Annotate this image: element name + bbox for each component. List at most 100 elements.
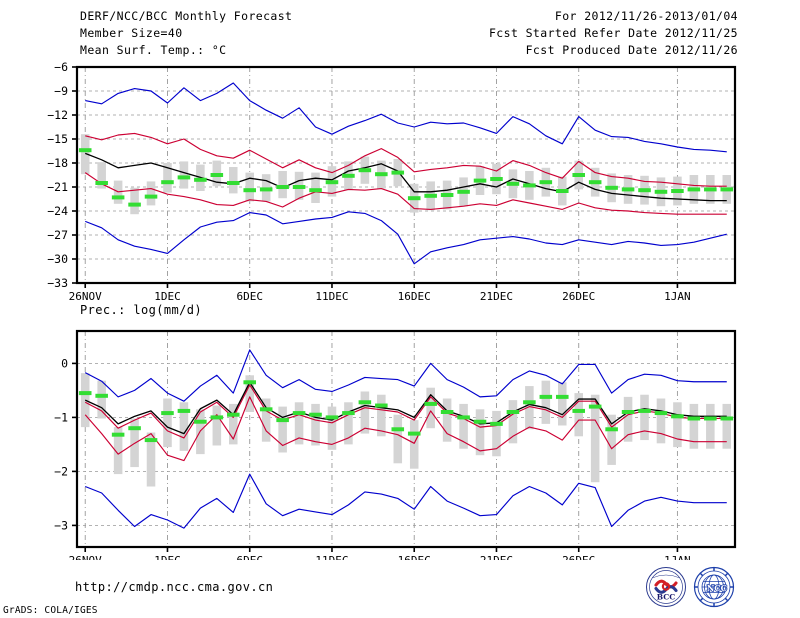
x-tick-label: 16DEC [398,554,431,560]
spread-box [607,414,616,465]
spread-box [311,172,320,203]
x-tick-label: 1DEC [154,290,181,300]
observed-marker [654,411,668,416]
series-line-mean [84,152,727,202]
spread-box [722,403,732,449]
observed-marker [292,411,306,416]
temp-variable-label: Mean Surf. Temp.: °C [80,43,227,57]
observed-marker [473,419,487,424]
observed-marker [128,426,141,431]
observed-marker [523,400,536,405]
observed-marker [506,410,520,414]
series-line-upper_quartile [85,132,727,187]
observed-marker [95,393,108,398]
spread-box [228,167,238,194]
spread-box [508,400,518,444]
observed-marker [177,175,191,180]
spread-box [344,402,353,445]
observed-marker [457,189,470,194]
x-tick-label: 11DEC [315,290,348,300]
x-tick-label: 6DEC [236,290,263,300]
spread-box [525,386,534,430]
temperature-chart: −6−9−12−15−18−21−24−27−30−3326NOV20121DE… [0,0,800,300]
spread-box [179,161,189,189]
spread-box [212,405,222,446]
spread-box [377,394,386,437]
observed-marker [276,418,289,423]
observed-marker [259,187,273,192]
observed-marker [358,400,372,405]
observed-marker [194,177,207,182]
observed-marker [292,185,306,189]
series-line-mean [84,381,727,435]
series-line-upper_quartile [84,384,727,439]
observed-marker [144,438,158,443]
member-size-label: Member Size=40 [80,26,183,40]
observed-marker [407,196,421,201]
observed-marker [572,408,586,413]
spread-box [113,427,123,475]
cmdp-url-label[interactable]: http://cmdp.ncc.cma.gov.cn [75,580,274,594]
svg-text:NCC: NCC [707,583,727,593]
observed-marker [704,416,717,421]
observed-marker [687,187,701,192]
y-tick-label: −33 [47,276,68,290]
observed-marker [473,178,487,183]
series-line-max [84,349,727,402]
observed-marker [358,168,372,173]
spread-box [475,409,485,456]
spread-box [80,134,90,175]
observed-marker [210,415,224,420]
spread-box [228,403,238,445]
series-line-max [85,82,727,153]
y-tick-label: −18 [47,156,68,170]
series-line-lower_quartile [84,172,727,215]
observed-marker [621,410,635,414]
observed-marker [161,180,174,185]
observed-marker [621,187,635,192]
observed-marker [391,170,405,175]
observed-marker [309,412,322,417]
series-line-min [85,473,727,529]
observed-marker [638,188,651,193]
x-tick-label: 26DEC [562,290,595,300]
observed-marker [111,432,125,437]
x-tick-label: 26NOV [69,290,102,300]
x-tick-label: 11DEC [315,554,348,560]
plot-frame [75,65,737,285]
x-tick-label: 16DEC [398,290,431,300]
observed-marker [572,173,586,177]
x-tick-label: 26DEC [562,554,595,560]
spread-box [146,432,156,487]
observed-marker [605,185,618,190]
fcst-produced-date-label: Fcst Produced Date 2012/11/26 [525,43,738,57]
observed-marker [375,403,388,408]
y-tick-label: −24 [47,204,68,218]
spread-box [689,403,699,449]
observed-marker [588,404,602,409]
observed-marker [210,173,224,177]
observed-marker [555,189,569,193]
observed-marker [128,202,141,207]
observed-marker [325,180,339,185]
spread-box [574,393,584,437]
observed-marker [226,181,240,185]
spread-box [393,414,403,464]
bcc-logo-icon: BCC [646,567,686,607]
spread-box [557,382,567,426]
observed-marker [440,193,454,197]
observed-marker [95,181,108,185]
series-line-min [85,211,727,265]
observed-marker [523,183,536,188]
spread-box [146,181,156,206]
observed-marker [654,189,668,194]
spread-box [179,402,189,451]
observed-marker [588,180,602,185]
observed-marker [671,189,684,193]
observed-marker [194,419,207,424]
logo-group: BCC NCC [645,566,740,608]
observed-marker [490,177,503,181]
spread-box [130,187,139,215]
spread-box [278,171,287,199]
observed-marker [506,181,520,186]
